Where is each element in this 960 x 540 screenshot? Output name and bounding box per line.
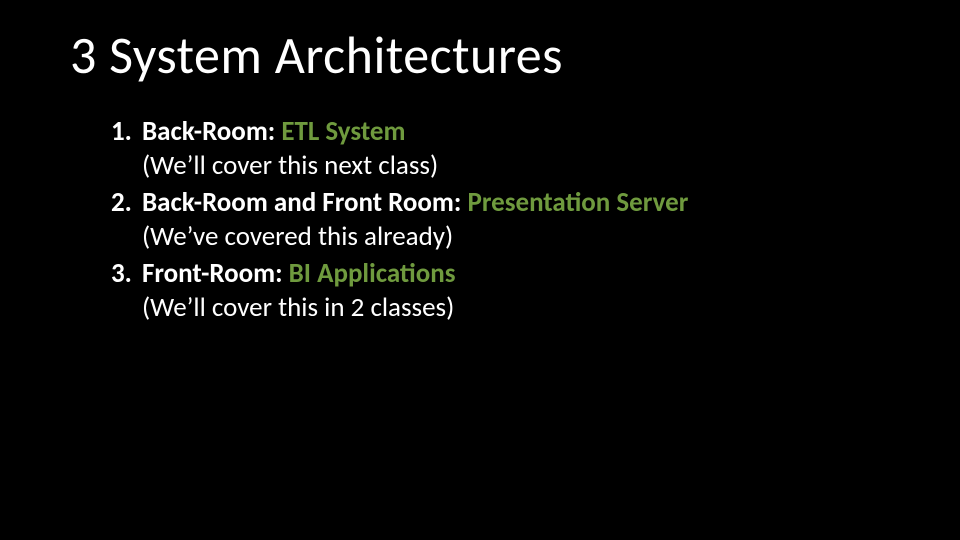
list-item-head: Back-Room: ETL System [142,115,405,148]
list-item-highlight: BI Applications [289,257,456,290]
list-item-head-prefix: Back-Room and Front Room: [142,186,467,219]
list-item-highlight: ETL System [281,115,405,148]
list-item-highlight: Presentation Server [467,186,688,219]
slide-title: 3 System Architectures [70,28,890,83]
list-item-head-prefix: Front-Room: [142,257,289,290]
list-item: Back-Room and Front Room: Presentation S… [138,186,890,255]
list-item-head: Back-Room and Front Room: Presentation S… [142,186,688,219]
list-item-sub: (We’ll cover this next class) [142,149,890,184]
architecture-list: Back-Room: ETL System (We’ll cover this … [70,115,890,326]
slide: 3 System Architectures Back-Room: ETL Sy… [0,0,960,540]
list-item: Back-Room: ETL System (We’ll cover this … [138,115,890,184]
list-item-head: Front-Room: BI Applications [142,257,456,290]
list-item-head-prefix: Back-Room: [142,115,281,148]
list-item-sub: (We’ll cover this in 2 classes) [142,291,890,326]
list-item-sub: (We’ve covered this already) [142,220,890,255]
list-item: Front-Room: BI Applications (We’ll cover… [138,257,890,326]
